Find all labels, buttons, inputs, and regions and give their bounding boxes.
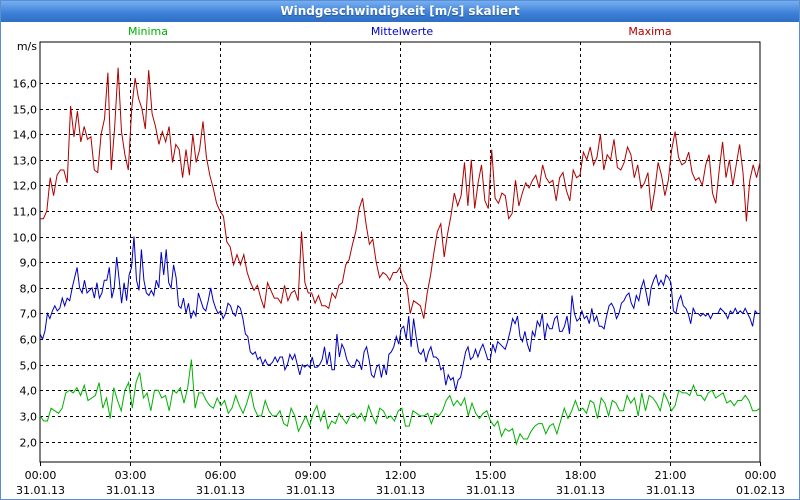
x-tick-time: 03:00 <box>115 469 147 482</box>
series-line-minima <box>39 359 761 446</box>
x-tick-time: 00:00 <box>25 469 57 482</box>
legend-minima: Minima <box>128 25 168 38</box>
y-tick-label: 9,0 <box>20 257 38 270</box>
x-tick-time: 06:00 <box>205 469 237 482</box>
y-tick-label: 13,0 <box>13 155 38 168</box>
series-line-maxima <box>40 67 761 319</box>
window-title: Windgeschwindigkeit [m/s] skaliert <box>1 1 799 22</box>
y-tick-label: 16,0 <box>13 78 38 91</box>
y-tick-label: 7,0 <box>20 308 38 321</box>
y-tick-label: 6,0 <box>20 334 38 347</box>
y-tick-label: 14,0 <box>13 129 38 142</box>
x-tick-date: 31.01.13 <box>466 484 515 497</box>
x-tick-date: 31.01.13 <box>646 484 695 497</box>
x-tick-time: 00:00 <box>745 469 777 482</box>
y-tick-label: 4,0 <box>20 385 38 398</box>
series-line-mittelwerte <box>39 236 760 391</box>
legend-maxima: Maxima <box>628 25 671 38</box>
y-tick-label: 8,0 <box>20 283 38 296</box>
x-tick-date: 31.01.13 <box>376 484 425 497</box>
y-tick-label: 5,0 <box>20 360 38 373</box>
y-tick-label: 3,0 <box>20 411 38 424</box>
x-tick-date: 01.02.13 <box>736 484 785 497</box>
x-tick-time: 09:00 <box>295 469 327 482</box>
legend-mittelwerte: Mittelwerte <box>371 25 434 38</box>
y-tick-label: 12,0 <box>13 180 38 193</box>
y-tick-label: 2,0 <box>20 437 38 450</box>
y-tick-label: 15,0 <box>13 104 38 117</box>
x-tick-date: 31.01.13 <box>106 484 155 497</box>
x-tick-date: 31.01.13 <box>286 484 335 497</box>
y-axis-label: m/s <box>17 40 37 53</box>
x-tick-time: 18:00 <box>565 469 597 482</box>
y-tick-label: 10,0 <box>13 232 38 245</box>
x-tick-date: 31.01.13 <box>16 484 65 497</box>
x-tick-date: 31.01.13 <box>556 484 605 497</box>
x-tick-date: 31.01.13 <box>196 484 245 497</box>
x-tick-time: 21:00 <box>655 469 687 482</box>
x-tick-time: 12:00 <box>385 469 417 482</box>
x-tick-time: 15:00 <box>475 469 507 482</box>
y-tick-label: 11,0 <box>13 206 38 219</box>
